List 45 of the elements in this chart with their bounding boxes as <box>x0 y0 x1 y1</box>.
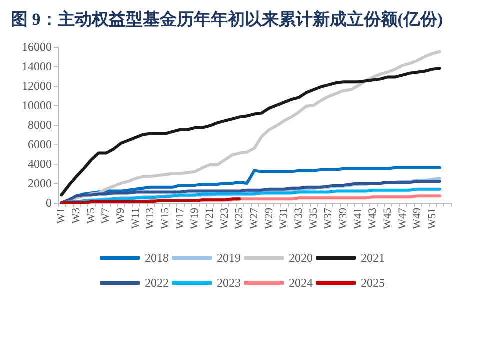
x-tick-label: W13 <box>144 208 157 230</box>
x-tick-label: W23 <box>218 208 231 230</box>
y-tick-label: 8000 <box>28 118 52 132</box>
legend-label: 2025 <box>361 276 385 290</box>
x-tick-label: W15 <box>160 208 172 230</box>
line-series <box>60 66 442 197</box>
x-tick-label: W51 <box>426 208 438 230</box>
x-tick-label: W47 <box>396 208 409 230</box>
y-tick-label: 6000 <box>28 138 52 152</box>
x-tick-label: W49 <box>412 208 424 230</box>
y-tick-label: 10000 <box>22 98 52 112</box>
x-tick-label: W19 <box>189 208 202 230</box>
x-tick-label: W21 <box>204 208 216 230</box>
x-tick-label: W25 <box>234 208 246 230</box>
x-tick-label: W45 <box>382 208 394 230</box>
x-tick-label: W11 <box>130 208 142 229</box>
x-tick-label: W29 <box>263 208 276 230</box>
y-tick-label: 14000 <box>22 60 52 74</box>
x-tick-label: W1 <box>56 208 68 224</box>
y-tick-label: 12000 <box>22 79 52 93</box>
legend-label: 2019 <box>217 251 241 265</box>
x-tick-label: W37 <box>322 208 335 230</box>
x-tick-label: W31 <box>278 208 290 230</box>
y-tick-label: 0 <box>46 196 52 210</box>
legend-label: 2022 <box>145 276 169 290</box>
x-tick-label: W43 <box>367 208 380 230</box>
y-tick-label: 16000 <box>22 40 52 54</box>
legend-label: 2021 <box>361 251 385 265</box>
legend-label: 2018 <box>145 251 169 265</box>
x-tick-label: W39 <box>337 208 350 230</box>
x-tick-label: W41 <box>352 208 364 230</box>
x-tick-label: W7 <box>100 208 112 224</box>
chart-title: 图 9：主动权益型基金历年年初以来累计新成立份额(亿份) <box>11 10 444 29</box>
x-tick-label: W35 <box>308 208 320 230</box>
x-tick-label: W9 <box>115 208 128 224</box>
y-tick-label: 4000 <box>28 157 52 171</box>
y-tick-label: 2000 <box>28 176 52 190</box>
x-tick-label: W3 <box>70 208 83 224</box>
legend-label: 2023 <box>217 276 241 290</box>
legend-label: 2020 <box>289 251 313 265</box>
x-tick-label: W27 <box>248 208 260 230</box>
x-tick-label: W17 <box>174 208 186 230</box>
x-tick-label: W5 <box>85 208 98 224</box>
x-tick-label: W33 <box>292 208 305 230</box>
legend-label: 2024 <box>289 276 313 290</box>
